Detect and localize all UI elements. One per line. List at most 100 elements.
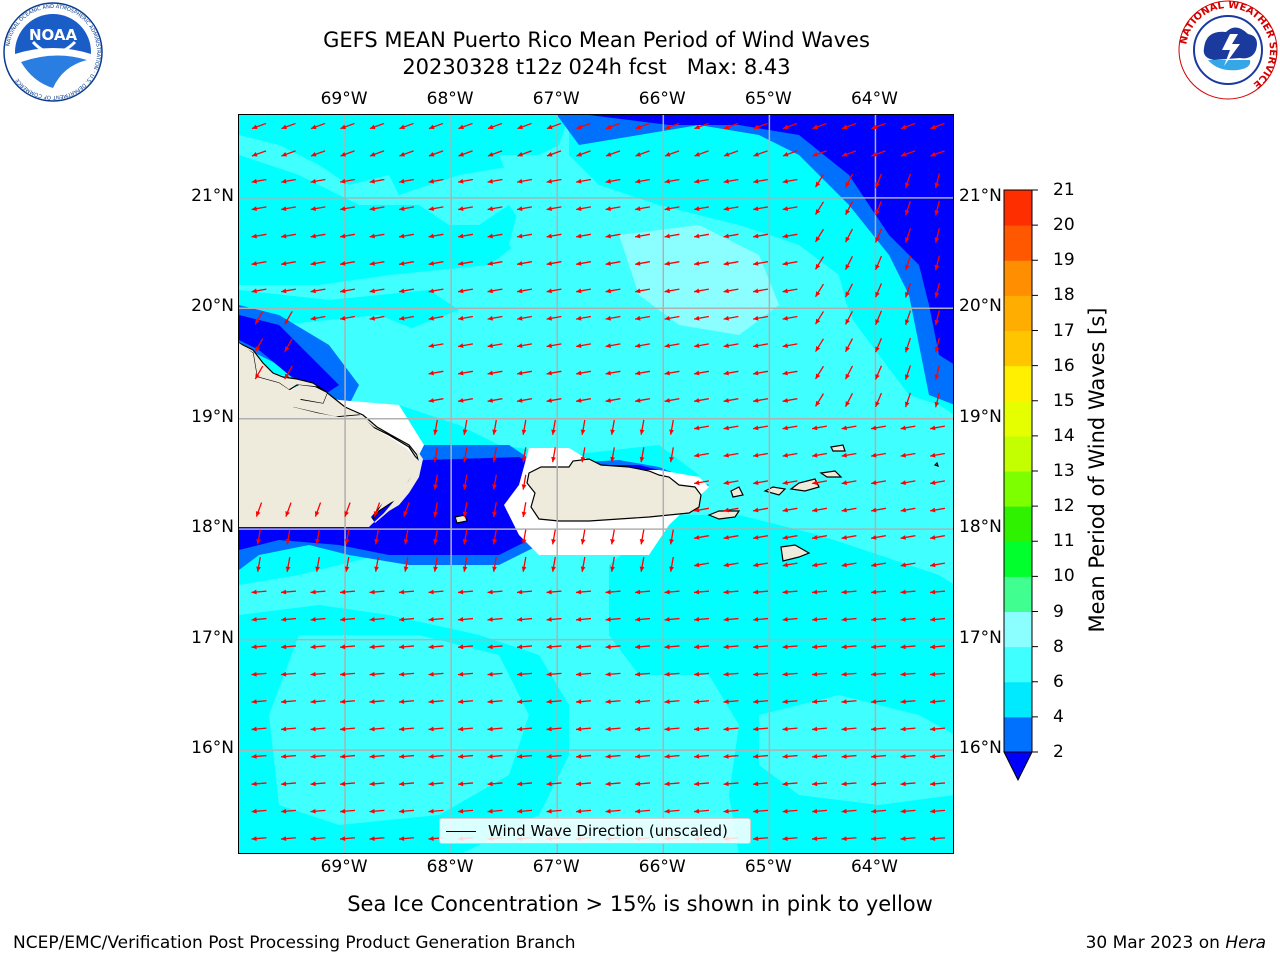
wave-direction-arrow (694, 452, 709, 458)
wave-direction-arrow (576, 288, 591, 294)
colorbar-segment (1004, 435, 1032, 472)
wave-direction-arrow (693, 726, 710, 732)
wave-direction-arrow (546, 781, 562, 787)
wave-direction-arrow (811, 754, 828, 759)
wave-direction-arrow (694, 315, 709, 321)
wave-direction-arrow (369, 150, 385, 157)
wave-direction-arrow (339, 617, 356, 622)
wave-direction-arrow (546, 233, 562, 239)
wave-direction-arrow (841, 754, 857, 759)
wave-direction-arrow (280, 671, 297, 677)
wave-direction-arrow (487, 233, 503, 239)
wave-direction-arrow (462, 529, 468, 545)
wave-direction-arrow (281, 288, 296, 294)
footer-date: 30 Mar 2023 on Hera (1086, 933, 1266, 953)
wave-direction-arrow (280, 754, 297, 759)
sea-ice-note: Sea Ice Concentration > 15% is shown in … (0, 891, 1280, 917)
wave-direction-arrow (694, 288, 709, 294)
wave-direction-arrow (693, 781, 710, 787)
wave-direction-arrow (310, 315, 326, 321)
wave-direction-arrow (487, 150, 503, 157)
wave-direction-arrow (605, 288, 621, 294)
wave-direction-arrow (251, 699, 267, 705)
wave-direction-arrow (369, 644, 385, 650)
wave-direction-arrow (458, 261, 473, 266)
wave-direction-arrow (605, 261, 621, 266)
wave-direction-arrow (841, 808, 857, 814)
wave-direction-arrow (403, 556, 409, 572)
wave-direction-arrow (462, 502, 468, 518)
wave-direction-arrow (492, 474, 497, 490)
wave-direction-arrow (340, 233, 355, 239)
wave-direction-arrow (782, 178, 798, 184)
wave-direction-arrow (635, 122, 650, 130)
latitude-tick-label: 16°N (191, 738, 234, 759)
wave-direction-arrow (841, 836, 857, 842)
wave-direction-arrow (487, 699, 503, 705)
wave-direction-arrow (812, 480, 827, 485)
wave-direction-arrow (634, 781, 651, 787)
wave-direction-arrow (900, 535, 916, 540)
wave-direction-arrow (870, 617, 887, 622)
wave-direction-arrow (487, 261, 503, 266)
wave-direction-arrow (634, 808, 651, 814)
wave-direction-arrow (930, 122, 945, 130)
wave-direction-arrow (694, 261, 709, 266)
wave-direction-arrow (694, 122, 709, 130)
wave-direction-arrow (723, 480, 739, 485)
wave-direction-arrow (457, 781, 474, 787)
wave-direction-arrow (870, 836, 887, 842)
wave-direction-arrow (723, 617, 739, 622)
wave-direction-arrow (310, 836, 326, 842)
wave-direction-arrow (812, 425, 827, 431)
wave-direction-arrow (576, 315, 591, 321)
wave-direction-arrow (874, 255, 883, 271)
longitude-tick-label: 69°W (320, 89, 368, 109)
wave-direction-arrow (457, 589, 474, 595)
wave-direction-arrow (487, 343, 503, 348)
wave-direction-arrow (398, 836, 415, 842)
chart-subtitle-forecast: 20230328 t12z 024h fcst Max: 8.43 (402, 55, 791, 79)
latitude-tick-label: 19°N (959, 406, 1002, 427)
longitude-tick-label: 65°W (744, 89, 792, 109)
wave-direction-arrow (251, 122, 267, 130)
wave-direction-arrow (904, 392, 912, 408)
wave-direction-arrow (814, 201, 825, 215)
wave-direction-arrow (874, 283, 883, 298)
wave-direction-arrow (782, 535, 798, 540)
wave-direction-arrow (811, 699, 828, 705)
wave-direction-arrow (900, 808, 916, 814)
wave-direction-arrow (934, 200, 940, 216)
wave-direction-arrow (874, 201, 883, 216)
wave-direction-arrow (487, 206, 503, 211)
wave-direction-arrow (487, 781, 503, 787)
wave-direction-arrow (487, 808, 503, 814)
colorbar-tick-label: 6 (1053, 671, 1064, 692)
wave-direction-arrow (694, 233, 709, 239)
wave-direction-arrow (251, 178, 267, 184)
wave-direction-arrow (428, 699, 444, 705)
wave-direction-arrow (634, 699, 651, 705)
wave-direction-arrow (251, 233, 267, 239)
wave-direction-arrow (339, 671, 356, 677)
wave-direction-arrow (723, 122, 739, 130)
wave-direction-arrow (281, 178, 296, 184)
wave-direction-arrow (929, 808, 946, 814)
wave-direction-arrow (546, 150, 562, 157)
wave-direction-arrow (398, 671, 415, 677)
wave-direction-arrow (457, 671, 474, 677)
wave-direction-arrow (639, 556, 645, 572)
wave-direction-arrow (251, 589, 267, 595)
wave-direction-arrow (870, 589, 887, 595)
wave-direction-arrow (399, 233, 414, 239)
wave-direction-arrow (492, 502, 497, 518)
wave-direction-arrow (433, 502, 438, 518)
wave-direction-arrow (310, 206, 326, 211)
wave-direction-arrow (433, 419, 438, 435)
wave-direction-arrow (369, 617, 385, 622)
wave-direction-arrow (871, 150, 886, 157)
wave-direction-arrow (517, 122, 532, 130)
wave-direction-arrow (782, 480, 798, 485)
wave-direction-arrow (664, 617, 680, 622)
wave-direction-arrow (870, 754, 887, 759)
